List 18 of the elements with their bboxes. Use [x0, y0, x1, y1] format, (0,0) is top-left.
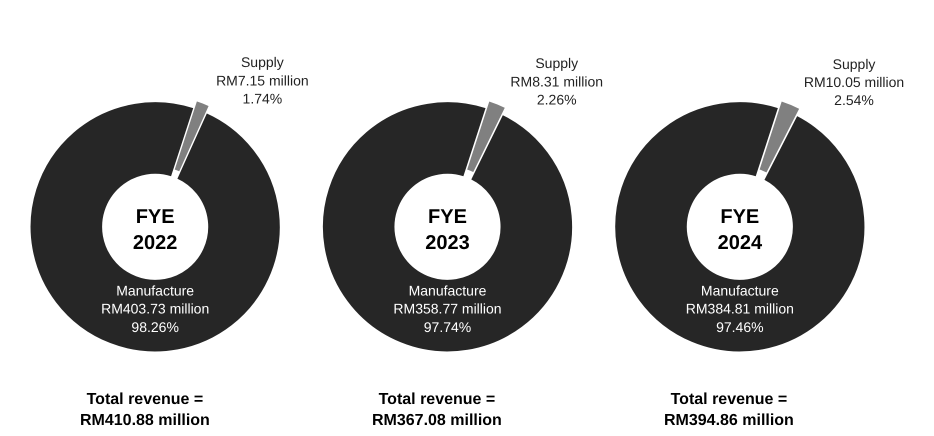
slice-label: Manufacture [700, 282, 779, 299]
text: Total revenue = RM367.08 million [372, 391, 502, 429]
text: FYE 2024 [718, 206, 763, 254]
data-label: RM8.31 million 2.26% [510, 73, 604, 108]
slice-label: Manufacture [408, 282, 487, 299]
slice-label: Supply [535, 55, 578, 72]
text: FYE 2022 [132, 206, 178, 254]
data-label: RM403.73 million 98.26% [101, 300, 210, 335]
text: Total revenue = RM410.88 million [80, 391, 210, 429]
data-label: RM7.15 million 1.74% [216, 72, 309, 107]
data-label: RM358.77 million 97.74% [393, 300, 502, 335]
data-label: RM384.81 million 97.46% [686, 300, 794, 335]
slice-label: Supply [832, 56, 876, 72]
text: FYE 2023 [425, 206, 470, 254]
text: Total revenue = RM394.86 million [664, 391, 794, 429]
slice-label: Manufacture [116, 282, 194, 299]
slice-label: Supply [240, 54, 284, 70]
data-label: RM10.05 million 2.54% [804, 74, 904, 108]
